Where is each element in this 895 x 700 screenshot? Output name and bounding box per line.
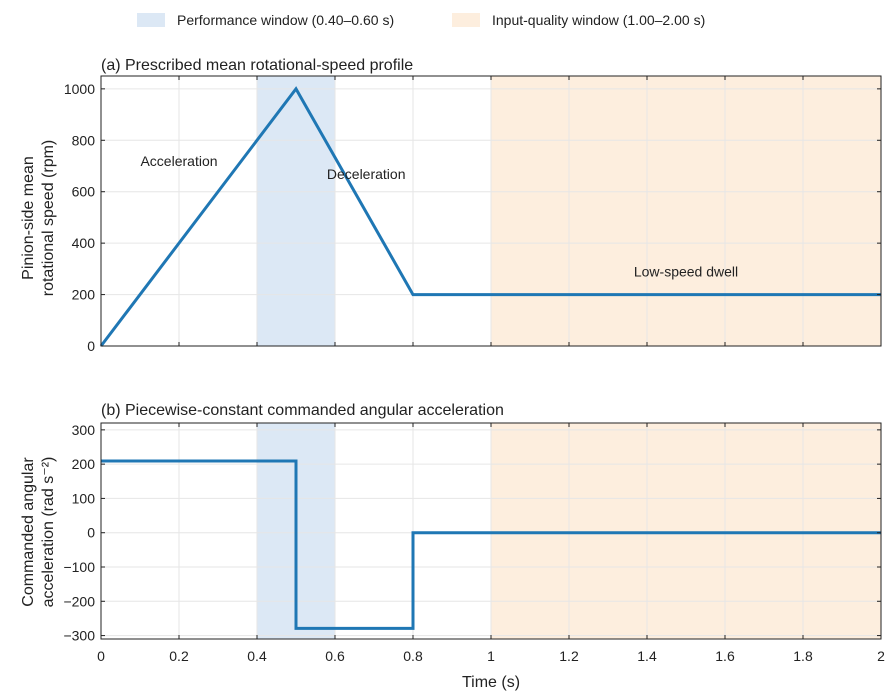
panel-a-shaded-window-0 [257,76,335,346]
legend-label-performance: Performance window (0.40–0.60 s) [177,12,394,28]
panel-b-ylabel-line1: Commanded angular [20,457,37,607]
panel-a-ytick-label-2: 400 [72,235,96,251]
panel-b-xtick-label-8: 1.6 [715,648,735,664]
legend-label-input-quality: Input-quality window (1.00–2.00 s) [492,12,705,28]
panel-b-series-line-0 [101,459,881,630]
panel-a-ytick-label-1: 200 [72,287,96,303]
panel-b-ylabel-line2: acceleration (rad s⁻²) [40,457,57,608]
panel-a-annotation-1: Deceleration [327,166,406,182]
panel-a-title: (a) Prescribed mean rotational-speed pro… [101,57,413,74]
panel-b-ylabel: Commanded angular acceleration (rad s⁻²) [20,457,57,608]
panel-a-ytick-label-4: 800 [72,132,96,148]
panel-b-plot-area [100,422,882,640]
panel-b-ytick-label-2: −100 [63,559,95,575]
panel-b-xtick-label-3: 0.6 [325,648,345,664]
panel-b-ytick-label-3: 0 [87,525,95,541]
panel-a-plot-area [99,75,882,347]
panel-b-xtick-label-1: 0.2 [169,648,189,664]
panel-a-speed-profile: (a) Prescribed mean rotational-speed pro… [20,57,882,354]
legend-swatch-performance [137,13,165,27]
panel-b-ytick-label-1: −200 [63,593,95,609]
panel-b-xtick-label-7: 1.4 [637,648,657,664]
panel-a-ytick-label-3: 600 [72,184,96,200]
panel-b-xtick-label-2: 0.4 [247,648,267,664]
panel-b-title: (b) Piecewise-constant commanded angular… [101,402,504,419]
panel-b-ytick-label-6: 300 [72,422,96,438]
panel-b-xtick-label-4: 0.8 [403,648,423,664]
panel-b-xtick-label-0: 0 [97,648,105,664]
legend-swatch-input-quality [452,13,480,27]
panel-b-xtick-label-10: 2 [877,648,885,664]
panel-a-ytick-label-5: 1000 [64,81,95,97]
panel-a-annotation-0: Acceleration [140,153,217,169]
panel-a-annotation-2: Low-speed dwell [634,264,738,280]
panel-b-angular-acceleration: (b) Piecewise-constant commanded angular… [20,402,885,691]
legend: Performance window (0.40–0.60 s) Input-q… [137,12,705,28]
panel-a-series-line-0 [99,86,881,347]
panel-b-ytick-label-0: −300 [63,628,95,644]
panel-a-ytick-label-0: 0 [87,338,95,354]
panel-b-shaded-window-1 [491,423,881,639]
panel-a-ylabel-line2: rotational speed (rpm) [40,140,57,297]
panel-b-xlabel: Time (s) [462,674,520,691]
panel-a-ylabel-line1: Pinion-side mean [20,156,37,280]
panel-a-shaded-window-1 [491,76,881,346]
panel-b-xtick-label-5: 1 [487,648,495,664]
panel-b-xtick-label-6: 1.2 [559,648,579,664]
panel-a-ylabel: Pinion-side mean rotational speed (rpm) [20,140,57,297]
panel-b-ytick-label-5: 200 [72,456,96,472]
panel-b-ytick-label-4: 100 [72,490,96,506]
panel-b-xtick-label-9: 1.8 [793,648,813,664]
